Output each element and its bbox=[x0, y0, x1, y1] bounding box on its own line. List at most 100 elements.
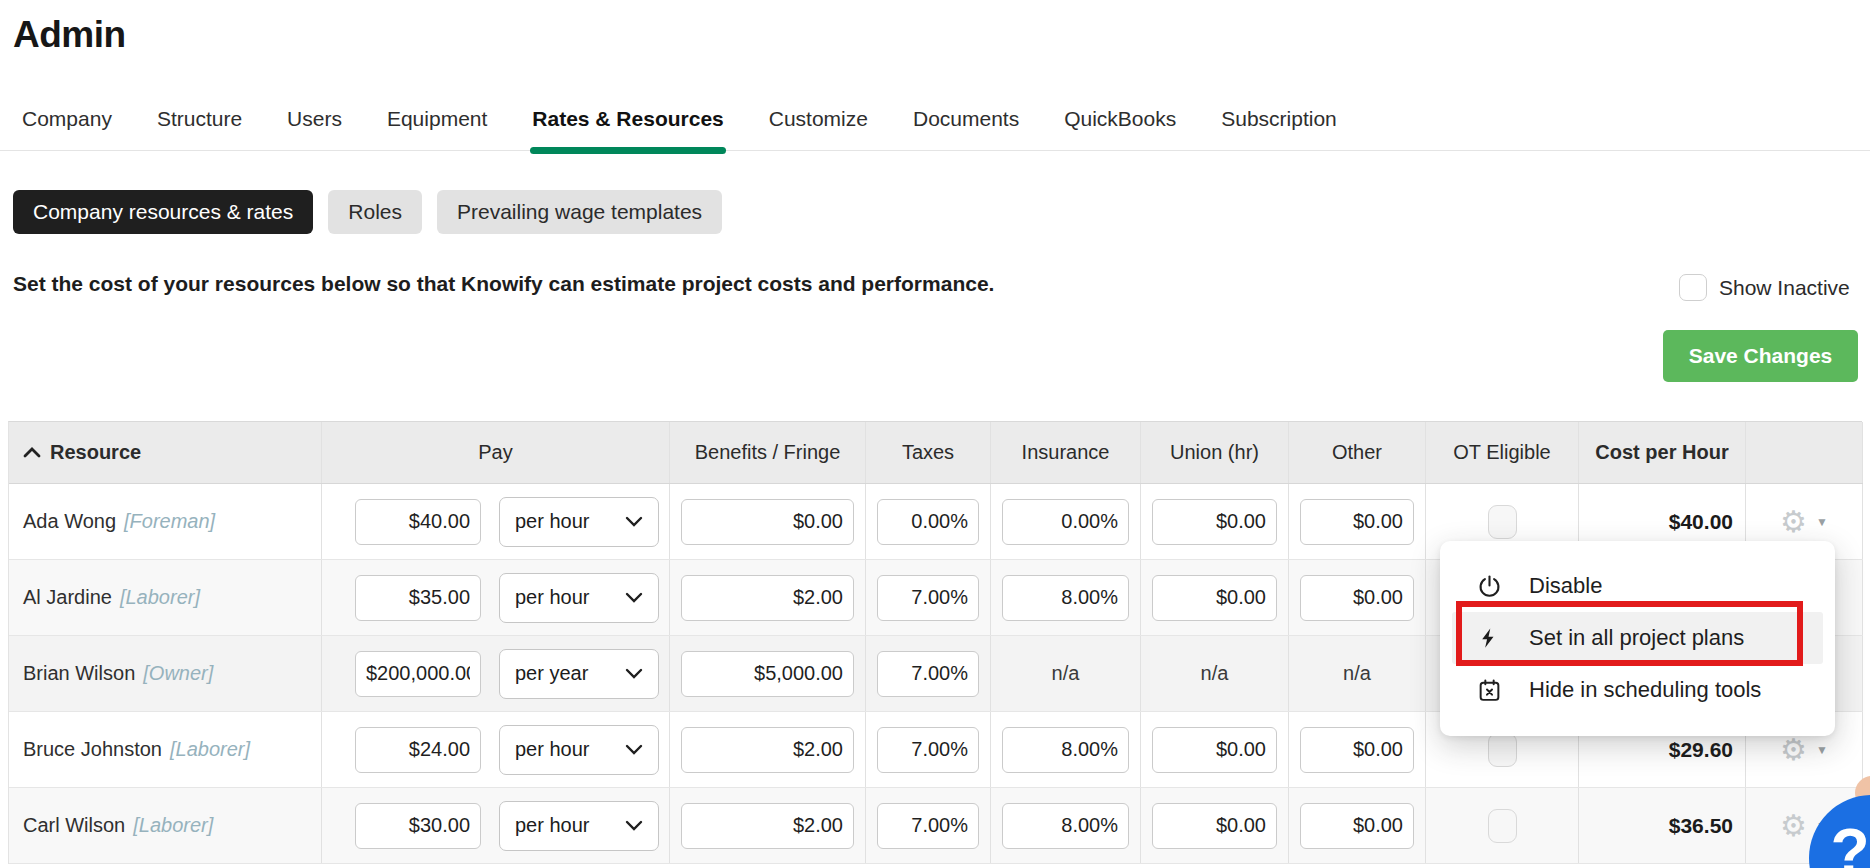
row-settings-caret-icon[interactable]: ▼ bbox=[1816, 515, 1828, 529]
resource-role: [Laborer] bbox=[170, 738, 250, 761]
lightning-icon bbox=[1476, 625, 1502, 651]
column-header-cost-per-hour: Cost per Hour bbox=[1579, 422, 1746, 483]
row-settings-caret-icon[interactable]: ▼ bbox=[1816, 743, 1828, 757]
page-title: Admin bbox=[13, 14, 126, 56]
calendar-x-icon bbox=[1476, 677, 1502, 703]
taxes-input[interactable] bbox=[877, 727, 979, 773]
benefits-input[interactable] bbox=[681, 651, 854, 697]
table-row: Carl Wilson [Laborer] per hour $36.50 bbox=[9, 788, 1863, 864]
tab-company[interactable]: Company bbox=[22, 103, 112, 150]
row-settings-gear-icon[interactable]: ⚙ bbox=[1780, 735, 1807, 765]
question-mark-icon: ? bbox=[1830, 815, 1869, 868]
tab-structure[interactable]: Structure bbox=[157, 103, 242, 150]
other-input[interactable] bbox=[1300, 727, 1414, 773]
pay-period-select[interactable]: per hour bbox=[499, 497, 659, 547]
menu-item-hide-in-scheduling-tools[interactable]: Hide in scheduling tools bbox=[1440, 664, 1835, 716]
show-inactive-label: Show Inactive bbox=[1719, 276, 1850, 300]
row-settings-context-menu: Disable Set in all project plans Hide in… bbox=[1440, 541, 1835, 736]
not-applicable-value: n/a bbox=[1289, 662, 1425, 685]
benefits-input[interactable] bbox=[681, 499, 854, 545]
taxes-input[interactable] bbox=[877, 499, 979, 545]
insurance-input[interactable] bbox=[1002, 499, 1129, 545]
column-header-actions bbox=[1746, 422, 1863, 483]
resource-role: [Foreman] bbox=[124, 510, 215, 533]
other-input[interactable] bbox=[1300, 803, 1414, 849]
resource-name: Al Jardine bbox=[23, 586, 112, 609]
row-settings-gear-icon[interactable]: ⚙ bbox=[1780, 811, 1807, 841]
insurance-input[interactable] bbox=[1002, 575, 1129, 621]
column-header-ot-eligible: OT Eligible bbox=[1426, 422, 1579, 483]
chevron-down-icon bbox=[625, 668, 643, 679]
pay-period-select[interactable]: per hour bbox=[499, 801, 659, 851]
other-input[interactable] bbox=[1300, 499, 1414, 545]
ot-eligible-checkbox[interactable] bbox=[1488, 505, 1517, 539]
pay-input[interactable] bbox=[355, 499, 481, 545]
not-applicable-value: n/a bbox=[991, 662, 1140, 685]
chevron-down-icon bbox=[625, 744, 643, 755]
sub-nav-pills: Company resources & rates Roles Prevaili… bbox=[13, 190, 722, 234]
insurance-input[interactable] bbox=[1002, 727, 1129, 773]
insurance-input[interactable] bbox=[1002, 803, 1129, 849]
show-inactive-checkbox[interactable] bbox=[1679, 274, 1707, 301]
ot-eligible-checkbox[interactable] bbox=[1488, 809, 1517, 843]
menu-item-disable[interactable]: Disable bbox=[1440, 560, 1835, 612]
power-icon bbox=[1476, 573, 1502, 599]
column-header-taxes: Taxes bbox=[866, 422, 991, 483]
resource-name: Carl Wilson bbox=[23, 814, 125, 837]
pay-period-select[interactable]: per hour bbox=[499, 573, 659, 623]
ot-eligible-checkbox[interactable] bbox=[1488, 733, 1517, 767]
cost-per-hour-value: $36.50 bbox=[1579, 788, 1746, 863]
tab-documents[interactable]: Documents bbox=[913, 103, 1019, 150]
pay-input[interactable] bbox=[355, 651, 481, 697]
tab-equipment[interactable]: Equipment bbox=[387, 103, 487, 150]
taxes-input[interactable] bbox=[877, 575, 979, 621]
column-header-union: Union (hr) bbox=[1141, 422, 1289, 483]
union-input[interactable] bbox=[1152, 575, 1277, 621]
row-settings-gear-icon[interactable]: ⚙ bbox=[1780, 507, 1807, 537]
taxes-input[interactable] bbox=[877, 651, 979, 697]
chevron-down-icon bbox=[625, 516, 643, 527]
pay-input[interactable] bbox=[355, 575, 481, 621]
pill-prevailing-wage-templates[interactable]: Prevailing wage templates bbox=[437, 190, 722, 234]
union-input[interactable] bbox=[1152, 727, 1277, 773]
tab-quickbooks[interactable]: QuickBooks bbox=[1064, 103, 1176, 150]
resource-role: [Owner] bbox=[143, 662, 213, 685]
table-header-row: Resource Pay Benefits / Fringe Taxes Ins… bbox=[9, 422, 1863, 484]
resource-role: [Laborer] bbox=[120, 586, 200, 609]
taxes-input[interactable] bbox=[877, 803, 979, 849]
tab-rates-resources[interactable]: Rates & Resources bbox=[532, 103, 723, 150]
benefits-input[interactable] bbox=[681, 575, 854, 621]
benefits-input[interactable] bbox=[681, 727, 854, 773]
not-applicable-value: n/a bbox=[1141, 662, 1288, 685]
admin-tabbar: Company Structure Users Equipment Rates … bbox=[0, 103, 1870, 151]
column-header-other: Other bbox=[1289, 422, 1426, 483]
pay-period-select[interactable]: per year bbox=[499, 649, 659, 699]
chevron-down-icon bbox=[625, 820, 643, 831]
resource-name: Ada Wong bbox=[23, 510, 116, 533]
show-inactive-control: Show Inactive bbox=[1679, 274, 1850, 301]
column-header-resource[interactable]: Resource bbox=[9, 422, 322, 483]
column-header-pay: Pay bbox=[322, 422, 670, 483]
pill-roles[interactable]: Roles bbox=[328, 190, 422, 234]
sort-ascending-icon bbox=[23, 447, 41, 458]
tab-subscription[interactable]: Subscription bbox=[1221, 103, 1337, 150]
pay-input[interactable] bbox=[355, 727, 481, 773]
tab-users[interactable]: Users bbox=[287, 103, 342, 150]
resource-name: Bruce Johnston bbox=[23, 738, 162, 761]
column-header-benefits: Benefits / Fringe bbox=[670, 422, 866, 483]
pay-period-select[interactable]: per hour bbox=[499, 725, 659, 775]
menu-item-set-in-all-project-plans[interactable]: Set in all project plans bbox=[1452, 612, 1823, 664]
benefits-input[interactable] bbox=[681, 803, 854, 849]
union-input[interactable] bbox=[1152, 499, 1277, 545]
tab-customize[interactable]: Customize bbox=[769, 103, 868, 150]
resource-role: [Laborer] bbox=[133, 814, 213, 837]
save-changes-button[interactable]: Save Changes bbox=[1663, 330, 1858, 382]
chevron-down-icon bbox=[625, 592, 643, 603]
admin-page: Admin Company Structure Users Equipment … bbox=[0, 0, 1870, 868]
intro-description: Set the cost of your resources below so … bbox=[13, 272, 994, 296]
pay-input[interactable] bbox=[355, 803, 481, 849]
other-input[interactable] bbox=[1300, 575, 1414, 621]
union-input[interactable] bbox=[1152, 803, 1277, 849]
resource-name: Brian Wilson bbox=[23, 662, 135, 685]
pill-company-resources-rates[interactable]: Company resources & rates bbox=[13, 190, 313, 234]
